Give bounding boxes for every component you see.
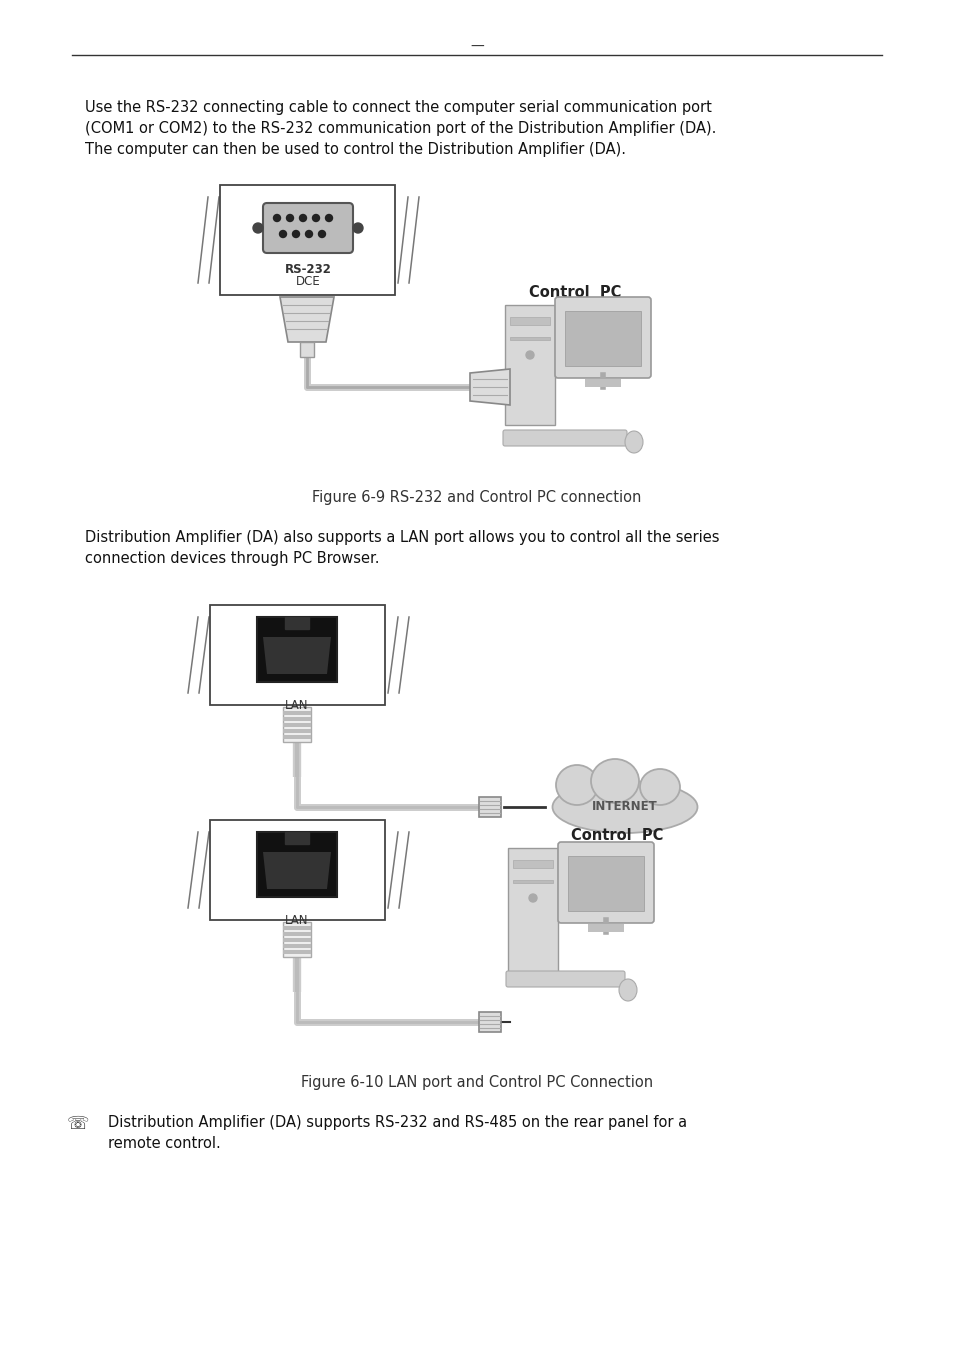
Text: INTERNET: INTERNET — [592, 801, 658, 814]
FancyBboxPatch shape — [558, 842, 654, 923]
Bar — [507, 848, 558, 973]
Bar — [564, 310, 640, 366]
Bar — [510, 338, 550, 340]
Bar — [256, 617, 336, 682]
Bar — [283, 711, 311, 716]
Ellipse shape — [618, 979, 637, 1000]
Circle shape — [293, 231, 299, 238]
Text: LAN: LAN — [285, 914, 309, 927]
Bar — [513, 880, 553, 883]
FancyBboxPatch shape — [555, 297, 650, 378]
Text: Use the RS-232 connecting cable to connect the computer serial communication por: Use the RS-232 connecting cable to conne… — [85, 100, 711, 115]
Bar — [478, 1012, 500, 1031]
Text: Distribution Amplifier (DA) supports RS-232 and RS-485 on the rear panel for a: Distribution Amplifier (DA) supports RS-… — [108, 1115, 686, 1130]
Text: The computer can then be used to control the Distribution Amplifier (DA).: The computer can then be used to control… — [85, 142, 625, 157]
Circle shape — [529, 894, 537, 902]
Bar — [283, 950, 311, 954]
Bar — [220, 185, 395, 296]
Polygon shape — [263, 852, 331, 890]
Circle shape — [253, 223, 263, 234]
Bar — [210, 605, 385, 705]
Bar — [567, 856, 643, 911]
Text: Control  PC: Control PC — [528, 285, 620, 300]
Text: DCE: DCE — [295, 275, 320, 288]
Bar — [283, 922, 311, 957]
Text: Figure 6-10 LAN port and Control PC Connection: Figure 6-10 LAN port and Control PC Conn… — [300, 1075, 653, 1089]
Bar — [513, 860, 553, 868]
Bar — [478, 796, 500, 817]
Polygon shape — [280, 297, 334, 342]
Bar — [283, 944, 311, 948]
Text: LAN: LAN — [285, 699, 309, 711]
Bar — [283, 729, 311, 733]
Circle shape — [353, 223, 363, 234]
Text: —: — — [470, 40, 483, 54]
Bar — [283, 707, 311, 742]
Bar — [283, 724, 311, 728]
Text: Figure 6-9 RS-232 and Control PC connection: Figure 6-9 RS-232 and Control PC connect… — [312, 490, 641, 505]
FancyBboxPatch shape — [502, 431, 626, 446]
Bar — [510, 317, 550, 325]
Ellipse shape — [639, 769, 679, 805]
Text: remote control.: remote control. — [108, 1135, 220, 1152]
Text: Distribution Amplifier (DA) also supports a LAN port allows you to control all t: Distribution Amplifier (DA) also support… — [85, 531, 719, 545]
FancyBboxPatch shape — [505, 971, 624, 987]
Circle shape — [286, 215, 294, 221]
Polygon shape — [470, 369, 510, 405]
Circle shape — [305, 231, 313, 238]
Bar — [256, 832, 336, 896]
FancyBboxPatch shape — [263, 202, 353, 252]
Bar — [504, 305, 555, 425]
Text: connection devices through PC Browser.: connection devices through PC Browser. — [85, 551, 379, 566]
Bar — [283, 938, 311, 942]
Ellipse shape — [624, 431, 642, 454]
Bar — [299, 342, 314, 356]
Circle shape — [525, 351, 534, 359]
Circle shape — [274, 215, 280, 221]
Bar — [283, 931, 311, 936]
Circle shape — [313, 215, 319, 221]
Bar — [210, 819, 385, 919]
Ellipse shape — [590, 759, 639, 803]
Bar — [283, 734, 311, 738]
Circle shape — [318, 231, 325, 238]
Circle shape — [279, 231, 286, 238]
Text: (COM1 or COM2) to the RS-232 communication port of the Distribution Amplifier (D: (COM1 or COM2) to the RS-232 communicati… — [85, 122, 716, 136]
Ellipse shape — [552, 782, 697, 833]
Text: Control  PC: Control PC — [570, 828, 662, 842]
Bar — [584, 379, 620, 387]
Bar — [283, 926, 311, 930]
Bar — [285, 617, 309, 629]
Bar — [285, 832, 309, 844]
Text: RS-232: RS-232 — [284, 263, 331, 275]
Bar — [587, 923, 623, 932]
Ellipse shape — [556, 765, 598, 805]
Circle shape — [325, 215, 333, 221]
Polygon shape — [263, 637, 331, 674]
Bar — [283, 717, 311, 721]
Circle shape — [299, 215, 306, 221]
Text: ☏: ☏ — [67, 1115, 90, 1133]
